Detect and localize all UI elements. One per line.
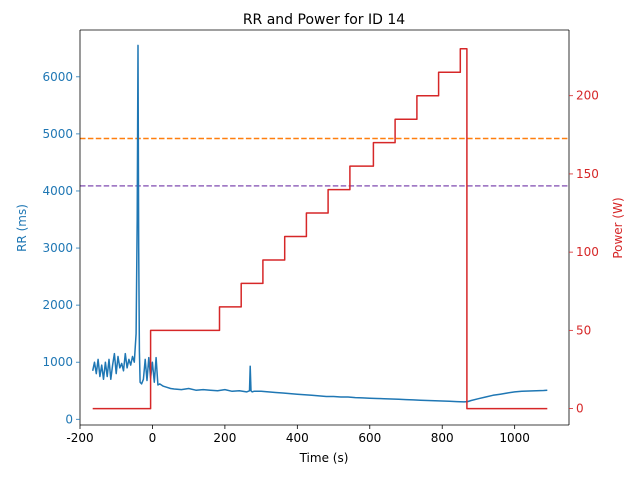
y-right-tick-label: 50	[576, 323, 591, 337]
y-left-tick-label: 4000	[42, 184, 73, 198]
chart-title: RR and Power for ID 14	[243, 12, 405, 28]
x-tick-label: -200	[66, 431, 93, 445]
x-tick-label: 1000	[499, 431, 530, 445]
series-line-power	[92, 48, 548, 410]
y-left-tick-label: 3000	[42, 241, 73, 255]
x-tick-label: 200	[213, 431, 236, 445]
x-axis-title: Time (s)	[299, 451, 349, 465]
y-axis-right-title: Power (W)	[611, 197, 625, 258]
y-right-tick-label: 0	[576, 402, 584, 416]
y-left-tick-label: 6000	[42, 70, 73, 84]
y-axis-left-title: RR (ms)	[15, 204, 29, 252]
x-tick-label: 600	[358, 431, 381, 445]
x-tick-label: 800	[431, 431, 454, 445]
series-line-rr	[91, 44, 548, 403]
y-right-tick-label: 200	[576, 89, 599, 103]
y-left-tick-label: 5000	[42, 127, 73, 141]
x-tick-label: 400	[286, 431, 309, 445]
y-left-tick-label: 1000	[42, 355, 73, 369]
y-right-tick-label: 150	[576, 167, 599, 181]
y-left-tick-label: 2000	[42, 298, 73, 312]
plot-area: -200 0 200 400 600 800 10000100020003000400050…	[42, 29, 599, 445]
y-right-tick-label: 100	[576, 245, 599, 259]
x-tick-label: 0	[149, 431, 157, 445]
y-left-tick-label: 0	[65, 412, 73, 426]
